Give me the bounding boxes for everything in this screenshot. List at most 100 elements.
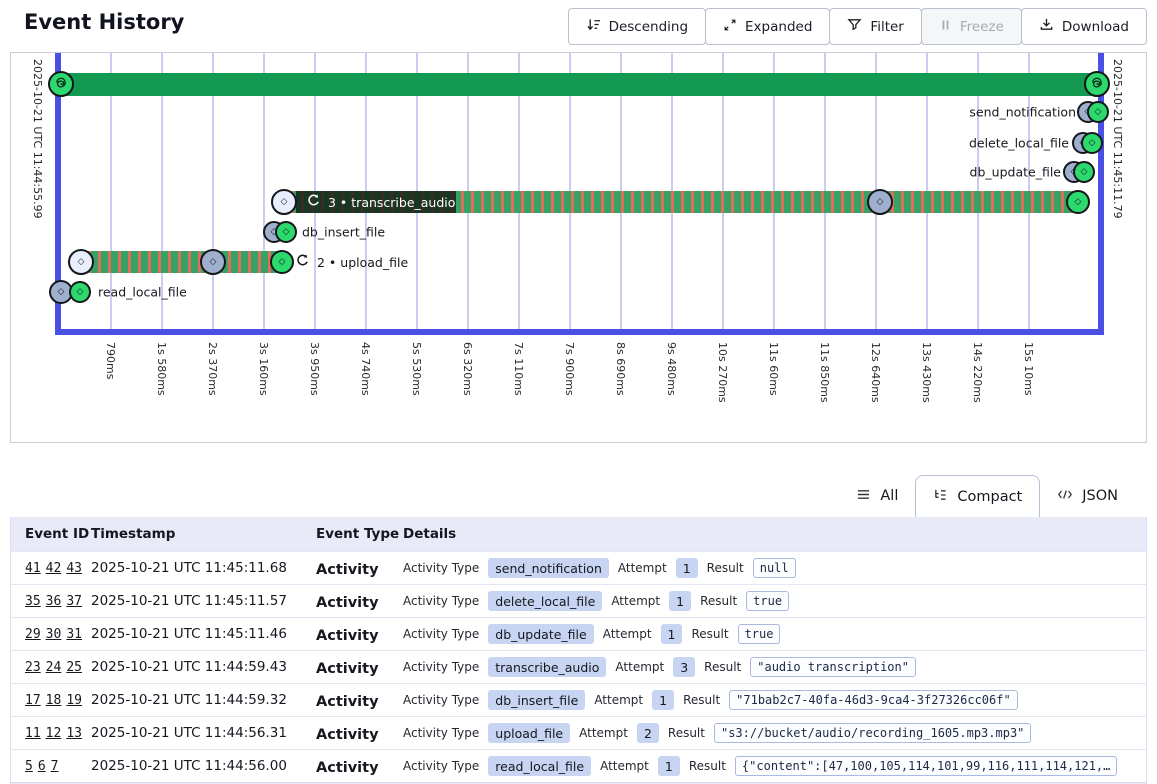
timeline-bar-upload_file[interactable] [81,251,282,273]
filter-button[interactable]: Filter [829,8,921,45]
attempt-label: Attempt [611,594,660,608]
timeline-marker-grey[interactable]: ◇ [867,189,893,215]
attempt-badge: 1 [676,558,698,578]
descending-button[interactable]: Descending [568,8,706,45]
retry-icon [295,253,310,271]
event-id-link[interactable]: 13 [66,726,82,741]
expanded-button[interactable]: Expanded [705,8,830,45]
event-id-link[interactable]: 41 [25,561,41,576]
timeline-marker-green[interactable]: ◇ [275,221,297,243]
event-id-link[interactable]: 23 [25,660,41,675]
timestamp-cell: 2025-10-21 UTC 11:45:11.68 [91,560,316,576]
timeline-tick-label: 3s 160ms [257,342,270,396]
event-id-link[interactable]: 18 [46,693,62,708]
diamond-icon: ◇ [1095,108,1102,117]
timeline-marker-green[interactable]: ◇ [69,281,91,303]
diamond-icon: ◇ [1081,168,1088,177]
timeline-tick-label: 3s 950ms [308,342,321,396]
table-row[interactable]: 41 42 43 2025-10-21 UTC 11:45:11.68 Activity… [11,551,1146,584]
event-id-link[interactable]: 35 [25,594,41,609]
timeline-marker-spiral[interactable] [1084,71,1110,97]
event-id-link[interactable]: 5 [25,759,33,774]
event-id-link[interactable]: 36 [46,594,62,609]
tab-json[interactable]: JSON [1040,475,1135,517]
result-label: Result [689,759,726,773]
timeline-marker-spiral[interactable] [48,71,74,97]
details-content: Activity Typedb_update_fileAttempt1Resul… [403,624,1146,644]
timeline-marker-green[interactable]: ◇ [1087,101,1109,123]
expand-icon [723,18,737,36]
event-id-link[interactable]: 29 [25,627,41,642]
event-id-link[interactable]: 25 [66,660,82,675]
attempt-badge: 1 [669,591,691,611]
table-header: Event ID Timestamp Event Type Details [11,517,1146,551]
event-type: Activity [316,760,379,776]
timeline-tick-label: 11s 850ms [818,342,831,403]
table-row[interactable]: 2930312025-10-21 UTC 11:45:11.46Activity… [11,617,1146,650]
diamond-icon: ◇ [58,288,65,297]
timeline-tick-label: 10s 270ms [716,342,729,403]
tab-all[interactable]: All [839,475,915,517]
timeline-marker-grey[interactable]: ◇ [200,249,226,275]
table-row[interactable]: 1718192025-10-21 UTC 11:44:59.32Activity… [11,683,1146,716]
attempt-badge: 1 [661,624,683,644]
table-row[interactable]: 3536372025-10-21 UTC 11:45:11.57Activity… [11,584,1146,617]
timeline-end-time: 2025-10-21 UTC 11:45:11.79 [1111,59,1124,219]
table-row[interactable]: 2324252025-10-21 UTC 11:44:59.43Activity… [11,650,1146,683]
activity-type-label: Activity Type [403,726,479,740]
diamond-icon: ◇ [1089,139,1096,148]
attempt-label: Attempt [594,693,643,707]
attempt-label: Attempt [579,726,628,740]
details-content: Activity Typeread_local_fileAttempt1Resu… [403,756,1146,776]
table-row[interactable]: 5672025-10-21 UTC 11:44:56.00ActivityAct… [11,749,1146,782]
tab-compact[interactable]: Compact [915,475,1040,517]
event-id-link[interactable]: 24 [46,660,62,675]
timeline-marker-green[interactable]: ◇ [1066,190,1090,214]
activity-type-label: Activity Type [403,660,479,674]
event-id-link[interactable]: 12 [46,726,62,741]
timeline-marker-green[interactable]: ◇ [1081,132,1103,154]
event-id-link[interactable]: 31 [66,627,82,642]
event-type: Activity [316,661,379,677]
event-id-link[interactable]: 19 [66,693,82,708]
details-content: Activity Typesend_notificationAttempt1Re… [403,558,1146,578]
result-value: true [738,624,781,644]
result-value: "s3://bucket/audio/recording_1605.mp3.mp… [714,723,1031,743]
attempt-badge: 1 [652,690,674,710]
event-id-links: 41 42 43 [25,561,91,576]
event-id-link[interactable]: 43 [66,561,82,576]
freeze-button[interactable]: Freeze [921,8,1022,45]
table-row[interactable]: 1112132025-10-21 UTC 11:44:56.31Activity… [11,716,1146,749]
header-timestamp: Timestamp [91,526,316,542]
event-id-links: 11 12 13 [25,726,91,741]
timeline-tick-label: 1s 580ms [155,342,168,396]
diamond-icon: ◇ [1075,198,1082,207]
download-button[interactable]: Download [1021,8,1147,45]
result-label: Result [683,693,720,707]
activity-type-badge: transcribe_audio [488,657,606,677]
details-cell: Activity Typeread_local_fileAttempt1Resu… [403,756,1146,776]
event-id-links: 567 [25,759,91,774]
timeline-start-time: 2025-10-21 UTC 11:44:55.99 [31,59,44,219]
timeline-tick-label: 7s 110ms [512,342,525,396]
event-id-link[interactable]: 6 [38,759,46,774]
details-content: Activity Typeupload_fileAttempt2Result"s… [403,723,1146,743]
event-id-link[interactable]: 17 [25,693,41,708]
timeline-bar-workflow-span[interactable] [61,73,1098,96]
diamond-icon: ◇ [77,288,84,297]
timeline-tick-label: 790ms [104,342,117,379]
details-cell: Activity Typesend_notificationAttempt1Re… [403,558,1146,578]
event-id-link[interactable]: 30 [46,627,62,642]
event-id-link[interactable]: 37 [66,594,82,609]
timeline-marker-green[interactable]: ◇ [270,250,294,274]
timeline-marker-green[interactable]: ◇ [1073,161,1095,183]
activity-type-label: Activity Type [403,561,479,575]
event-id-link[interactable]: 11 [25,726,41,741]
event-id-link[interactable]: 42 [46,561,62,576]
event-id-link[interactable]: 7 [51,759,59,774]
timeline-tick-label: 9s 480ms [665,342,678,396]
timeline-marker-light[interactable]: ◇ [68,249,94,275]
timeline-marker-light[interactable]: ◇ [271,189,297,215]
retry-label-transcribe_audio[interactable]: 3 • transcribe_audio [296,191,456,213]
timeline-bar-label: 3 • transcribe_audio [328,195,455,210]
